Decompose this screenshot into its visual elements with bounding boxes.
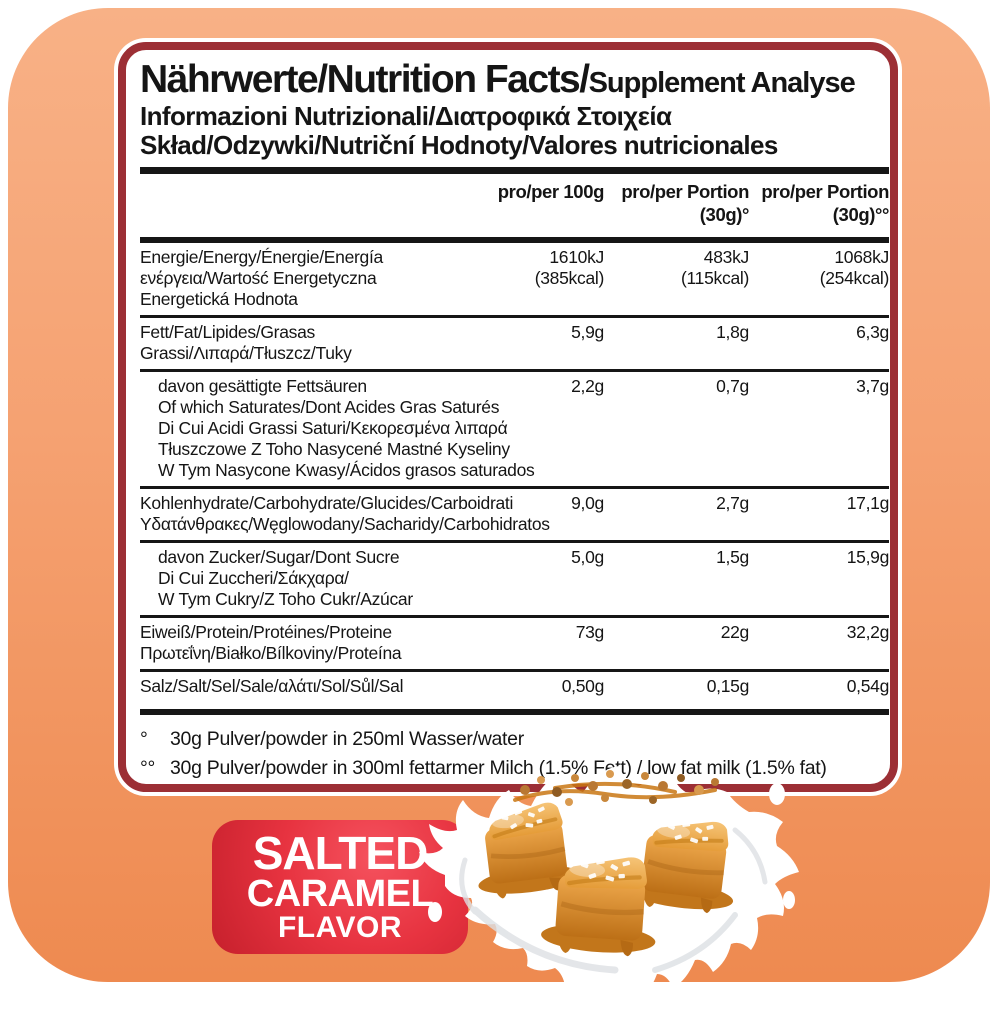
table-column-headers: pro/per 100g pro/per Portion (30g)° pro/… (140, 178, 890, 230)
nutrition-facts-panel: Nährwerte/Nutrition Facts/Supplement Ana… (118, 42, 898, 792)
sugar-per-100g: 5,0g (571, 547, 604, 568)
panel-title-sub: Supplement Analyse (588, 67, 856, 99)
fat-per-portion-water: 1,8g (716, 322, 749, 343)
column-header-portion-milk: pro/per Portion (30g)°° (761, 181, 889, 225)
flavor-badge-line2: CARAMEL (246, 873, 434, 916)
protein-per-portion-milk: 32,2g (846, 622, 890, 643)
divider-thick (140, 237, 889, 244)
saturates-per-100g: 2,2g (571, 376, 604, 397)
table-row-saturates: davon gesättigte Fettsäuren Of which Sat… (140, 369, 889, 486)
column-header-per-100g: pro/per 100g (497, 181, 605, 203)
energy-per-portion-water: 483kJ (115kcal) (681, 247, 749, 289)
flavor-badge-line3: FLAVOR (277, 911, 403, 945)
divider-thick (140, 167, 889, 175)
table-row-fat: Fett/Fat/Lipides/Grasas Grassi/Λιπαρά/Tł… (140, 315, 889, 369)
carbohydrate-per-portion-milk: 17,1g (846, 493, 890, 514)
panel-subtitle-line2: Informazioni Nutrizionali/Διατροφικά Στο… (140, 100, 672, 131)
milk-droplet (783, 891, 795, 909)
salt-per-portion-water: 0,15g (706, 676, 750, 697)
carbohydrate-per-100g: 9,0g (571, 493, 604, 514)
sugar-per-portion-milk: 15,9g (846, 547, 890, 568)
table-row-sugar: davon Zucker/Sugar/Dont Sucre Di Cui Zuc… (140, 540, 889, 615)
panel-subtitle-line3: Skład/Odzywki/Nutriční Hodnoty/Valores n… (140, 130, 778, 161)
fat-per-portion-milk: 6,3g (856, 322, 889, 343)
fat-per-100g: 5,9g (571, 322, 604, 343)
table-row-energy: Energie/Energy/Énergie/Energía ενέργεια/… (140, 247, 890, 310)
energy-per-portion-milk: 1068kJ (254kcal) (819, 247, 890, 289)
flavor-badge: SALTED CARAMEL FLAVOR (212, 820, 468, 954)
footnotes: ° 30g Pulver/powder in 250ml Wasser/wate… (140, 725, 889, 782)
saturates-per-portion-milk: 3,7g (856, 376, 889, 397)
sugar-per-portion-water: 1,5g (716, 547, 749, 568)
footnote-water: ° 30g Pulver/powder in 250ml Wasser/wate… (140, 728, 524, 751)
carbohydrate-per-portion-water: 2,7g (716, 493, 749, 514)
column-header-portion-water: pro/per Portion (30g)° (621, 181, 749, 225)
panel-title-main: Nährwerte/Nutrition Facts/ (140, 58, 590, 101)
nutrition-facts-content: Nährwerte/Nutrition Facts/Supplement Ana… (140, 58, 889, 782)
divider-thick (140, 709, 889, 716)
protein-per-100g: 73g (575, 622, 605, 643)
milk-droplet (428, 902, 442, 922)
nutrition-table: Energie/Energy/Énergie/Energía ενέργεια/… (140, 243, 889, 702)
table-row-carbohydrate: Kohlenhydrate/Carbohydrate/Glucides/Carb… (140, 486, 889, 540)
energy-per-100g: 1610kJ (385kcal) (534, 247, 605, 289)
panel-title: Nährwerte/Nutrition Facts/Supplement Ana… (140, 58, 889, 102)
table-row-salt: Salz/Salt/Sel/Sale/αλάτι/Sol/Sůl/Sal 0,5… (140, 669, 889, 702)
milk-droplet (769, 783, 785, 805)
flavor-badge-line1: SALTED (252, 827, 429, 880)
caramel-milk-splash-illustration (405, 760, 805, 1014)
footnote-milk: °° 30g Pulver/powder in 300ml fettarmer … (140, 756, 827, 779)
nut-crumbs (520, 770, 719, 806)
salt-per-100g: 0,50g (561, 676, 605, 697)
protein-per-portion-water: 22g (720, 622, 750, 643)
saturates-per-portion-water: 0,7g (716, 376, 749, 397)
table-row-protein: Eiweiß/Protein/Protéines/Proteine Πρωτεΐ… (140, 615, 889, 669)
milk-shading (459, 827, 768, 974)
salt-per-portion-milk: 0,54g (846, 676, 890, 697)
